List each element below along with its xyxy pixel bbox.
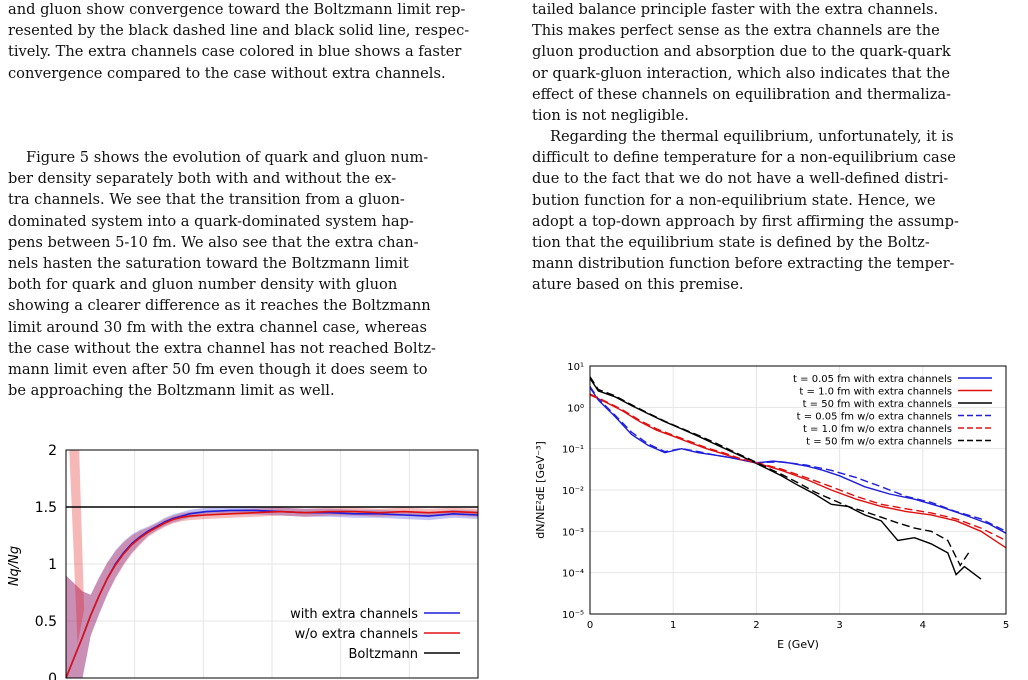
legend-label: Boltzmann [348, 647, 418, 662]
series-line [589, 393, 1007, 542]
series-line [589, 387, 1007, 534]
series-line [589, 376, 970, 567]
y-tick-label: 10⁻³ [562, 527, 584, 538]
legend-label: t = 50 fm w/o extra channels [806, 437, 952, 448]
text-line: tailed balance principle faster with the… [532, 1, 939, 18]
text-line: tively. The extra channels case colored … [8, 43, 462, 61]
text-line: nels hasten the saturation toward the Bo… [8, 255, 409, 273]
y-tick-label: 2 [48, 443, 57, 459]
chart-grid [590, 366, 1006, 614]
text-line: dominated system into a quark-dominated … [8, 212, 414, 230]
text-line: adopt a top-down approach by first affir… [532, 212, 959, 230]
series-line [65, 510, 479, 679]
text-line: gluon production and absorption due to t… [532, 43, 951, 61]
text-line: tra channels. We see that the transition… [8, 191, 405, 209]
chart-legend: t = 0.05 fm with extra channels t = 1.0 f… [793, 374, 992, 448]
x-tick-label: 3 [836, 620, 842, 631]
text-line: and gluon show convergence toward the Bo… [8, 1, 466, 18]
x-tick-label: 5 [1003, 620, 1009, 631]
y-axis-label: Nq/Ng [7, 546, 22, 586]
y-tick-label: 10⁻⁵ [562, 610, 584, 621]
text-line: Figure 5 shows the evolution of quark an… [26, 149, 429, 166]
text-line: limit around 30 fm with the extra channe… [8, 318, 427, 336]
x-tick-label: 2 [753, 620, 759, 631]
text-line: effect of these channels on equilibratio… [532, 85, 952, 103]
legend-label: t = 0.05 fm w/o extra channels [797, 412, 952, 423]
y-tick-label: 0.5 [35, 614, 57, 630]
text-line: difficult to define temperature for a no… [532, 149, 956, 167]
series-layer [65, 506, 479, 679]
y-tick-label: 0 [48, 671, 57, 680]
spectrum-chart: 10⁻⁵ 10⁻⁴ 10⁻³ 10⁻² 10⁻¹ 10⁰ 10¹ 0 1 2 3 4 5 dN/NE²… [534, 362, 1009, 651]
text-line: due to the fact that we do not have a we… [532, 170, 949, 188]
y-tick-label: 10⁻¹ [562, 445, 584, 456]
y-tick-label: 1 [48, 557, 57, 573]
series-layer [589, 376, 1007, 580]
left-figure5-paragraph: Figure 5 shows the evolution of quark an… [8, 147, 496, 401]
text-line: mann distribution function before extrac… [532, 255, 955, 273]
right-paragraph-2: Regarding the thermal equilibrium, unfor… [532, 126, 1020, 296]
text-line: pens between 5-10 fm. We also see that t… [8, 233, 419, 251]
legend-label: t = 50 fm with extra channels [803, 399, 952, 410]
text-line: showing a clearer difference as it reach… [8, 297, 431, 315]
text-line: bution function for a non-equilibrium st… [532, 191, 936, 209]
text-line: tion that the equilibrium state is defin… [532, 234, 930, 252]
y-tick-label: 1.5 [35, 500, 57, 516]
text-line: This makes perfect sense as the extra ch… [532, 22, 940, 40]
text-line: tion is not negligible. [532, 107, 689, 125]
ratio-chart: 0 0.5 1 1.5 2 Nq/Ng with extra channels w/o e… [7, 443, 479, 680]
text-line: be approaching the Boltzmann limit as we… [8, 382, 335, 400]
chart-legend: with extra channels w/o extra channels Bol… [290, 607, 460, 662]
text-line: ber density separately both with and wit… [8, 170, 397, 188]
legend-label: w/o extra channels [295, 627, 419, 642]
y-axis-label: dN/NE²dE [GeV⁻³] [534, 441, 547, 539]
text-line: mann limit even after 50 fm even though … [8, 361, 428, 379]
x-tick-labels: 0 1 2 3 4 5 [587, 620, 1009, 631]
plot-frame [589, 365, 1007, 615]
y-tick-label: 10⁰ [567, 403, 584, 414]
text-line: the case without the extra channel has n… [8, 339, 436, 357]
y-tick-label: 10¹ [567, 362, 584, 373]
x-tick-label: 4 [920, 620, 926, 631]
text-line: resented by the black dashed line and bl… [8, 22, 470, 40]
legend-label: t = 1.0 fm with extra channels [799, 387, 952, 398]
legend-label: with extra channels [290, 607, 418, 622]
legend-label: t = 0.05 fm with extra channels [793, 374, 952, 385]
plot-frame [65, 449, 479, 679]
right-paragraph-1: tailed balance principle faster with the… [532, 0, 1020, 126]
y-tick-labels: 10⁻⁵ 10⁻⁴ 10⁻³ 10⁻² 10⁻¹ 10⁰ 10¹ [562, 362, 584, 621]
text-line: or quark-gluon interaction, which also i… [532, 64, 950, 82]
legend-label: t = 1.0 fm w/o extra channels [803, 424, 952, 435]
x-tick-label: 0 [587, 620, 593, 631]
x-axis-label: E (GeV) [777, 638, 819, 651]
y-tick-label: 10⁻⁴ [562, 569, 584, 580]
text-line: both for quark and gluon number density … [8, 276, 398, 294]
y-tick-label: 10⁻² [562, 486, 584, 497]
x-tick-label: 1 [670, 620, 676, 631]
early-spike-band [69, 450, 85, 644]
chart-grid [66, 450, 478, 678]
text-line: ature based on this premise. [532, 276, 744, 294]
left-intro-paragraph: and gluon show convergence toward the Bo… [8, 0, 496, 84]
y-tick-labels: 0 0.5 1 1.5 2 [35, 443, 57, 680]
text-line: Regarding the thermal equilibrium, unfor… [550, 128, 954, 145]
confidence-band-layer [66, 450, 478, 678]
text-line: convergence compared to the case without… [8, 64, 446, 82]
